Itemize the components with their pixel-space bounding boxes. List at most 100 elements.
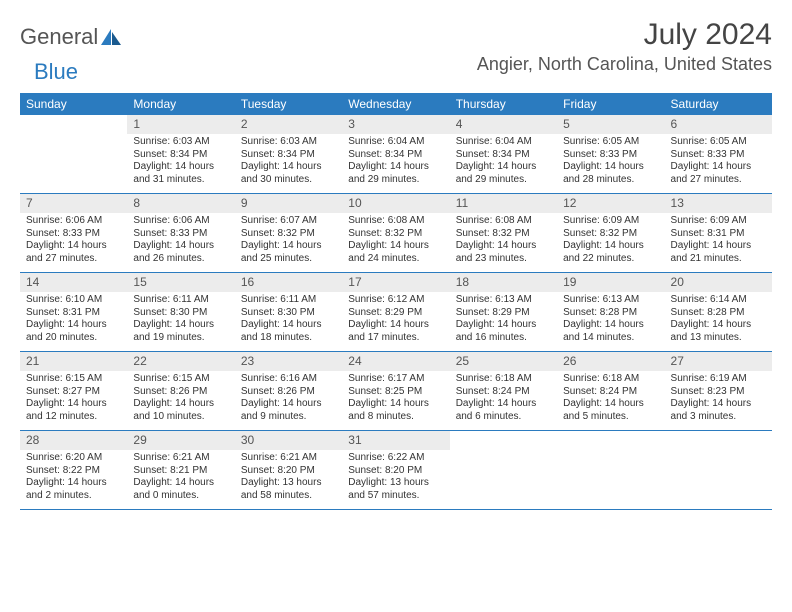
daylight-text: Daylight: 14 hours and 0 minutes. xyxy=(133,477,228,502)
day-number: 18 xyxy=(450,273,557,292)
day-cell: 14Sunrise: 6:10 AMSunset: 8:31 PMDayligh… xyxy=(20,273,127,351)
title-block: July 2024 Angier, North Carolina, United… xyxy=(477,18,772,75)
sunset-text: Sunset: 8:24 PM xyxy=(563,386,658,399)
day-number: 10 xyxy=(342,194,449,213)
weekday-wed: Wednesday xyxy=(342,93,449,115)
day-body: Sunrise: 6:20 AMSunset: 8:22 PMDaylight:… xyxy=(20,450,127,506)
daylight-text: Daylight: 14 hours and 23 minutes. xyxy=(456,240,551,265)
day-cell xyxy=(450,431,557,509)
weekday-mon: Monday xyxy=(127,93,234,115)
sunrise-text: Sunrise: 6:18 AM xyxy=(456,373,551,386)
day-cell: 10Sunrise: 6:08 AMSunset: 8:32 PMDayligh… xyxy=(342,194,449,272)
weeks-container: 1Sunrise: 6:03 AMSunset: 8:34 PMDaylight… xyxy=(20,115,772,510)
day-cell: 24Sunrise: 6:17 AMSunset: 8:25 PMDayligh… xyxy=(342,352,449,430)
day-body: Sunrise: 6:13 AMSunset: 8:29 PMDaylight:… xyxy=(450,292,557,348)
daylight-text: Daylight: 14 hours and 21 minutes. xyxy=(671,240,766,265)
sunrise-text: Sunrise: 6:04 AM xyxy=(348,136,443,149)
daylight-text: Daylight: 14 hours and 9 minutes. xyxy=(241,398,336,423)
daylight-text: Daylight: 14 hours and 24 minutes. xyxy=(348,240,443,265)
day-cell: 11Sunrise: 6:08 AMSunset: 8:32 PMDayligh… xyxy=(450,194,557,272)
day-number: 26 xyxy=(557,352,664,371)
day-number: 2 xyxy=(235,115,342,134)
sunset-text: Sunset: 8:31 PM xyxy=(26,307,121,320)
day-cell: 28Sunrise: 6:20 AMSunset: 8:22 PMDayligh… xyxy=(20,431,127,509)
logo-text-1: General xyxy=(20,24,98,50)
sunset-text: Sunset: 8:27 PM xyxy=(26,386,121,399)
sunrise-text: Sunrise: 6:21 AM xyxy=(133,452,228,465)
week-row: 14Sunrise: 6:10 AMSunset: 8:31 PMDayligh… xyxy=(20,273,772,352)
sunrise-text: Sunrise: 6:09 AM xyxy=(563,215,658,228)
sunrise-text: Sunrise: 6:16 AM xyxy=(241,373,336,386)
sunset-text: Sunset: 8:33 PM xyxy=(671,149,766,162)
day-cell: 18Sunrise: 6:13 AMSunset: 8:29 PMDayligh… xyxy=(450,273,557,351)
sunset-text: Sunset: 8:22 PM xyxy=(26,465,121,478)
daylight-text: Daylight: 14 hours and 14 minutes. xyxy=(563,319,658,344)
day-number: 3 xyxy=(342,115,449,134)
day-number: 22 xyxy=(127,352,234,371)
day-cell xyxy=(557,431,664,509)
daylight-text: Daylight: 14 hours and 25 minutes. xyxy=(241,240,336,265)
day-cell: 25Sunrise: 6:18 AMSunset: 8:24 PMDayligh… xyxy=(450,352,557,430)
day-body: Sunrise: 6:19 AMSunset: 8:23 PMDaylight:… xyxy=(665,371,772,427)
sunset-text: Sunset: 8:20 PM xyxy=(241,465,336,478)
sunrise-text: Sunrise: 6:14 AM xyxy=(671,294,766,307)
location: Angier, North Carolina, United States xyxy=(477,54,772,75)
sunrise-text: Sunrise: 6:20 AM xyxy=(26,452,121,465)
weekday-fri: Friday xyxy=(557,93,664,115)
day-number: 7 xyxy=(20,194,127,213)
day-cell: 7Sunrise: 6:06 AMSunset: 8:33 PMDaylight… xyxy=(20,194,127,272)
week-row: 7Sunrise: 6:06 AMSunset: 8:33 PMDaylight… xyxy=(20,194,772,273)
sunset-text: Sunset: 8:34 PM xyxy=(241,149,336,162)
daylight-text: Daylight: 14 hours and 2 minutes. xyxy=(26,477,121,502)
sunset-text: Sunset: 8:33 PM xyxy=(563,149,658,162)
day-number: 25 xyxy=(450,352,557,371)
daylight-text: Daylight: 14 hours and 30 minutes. xyxy=(241,161,336,186)
day-number xyxy=(557,431,664,449)
day-cell xyxy=(665,431,772,509)
day-number: 5 xyxy=(557,115,664,134)
day-number: 24 xyxy=(342,352,449,371)
daylight-text: Daylight: 14 hours and 27 minutes. xyxy=(26,240,121,265)
day-cell: 13Sunrise: 6:09 AMSunset: 8:31 PMDayligh… xyxy=(665,194,772,272)
day-body: Sunrise: 6:06 AMSunset: 8:33 PMDaylight:… xyxy=(20,213,127,269)
day-cell: 19Sunrise: 6:13 AMSunset: 8:28 PMDayligh… xyxy=(557,273,664,351)
sunrise-text: Sunrise: 6:21 AM xyxy=(241,452,336,465)
day-cell: 6Sunrise: 6:05 AMSunset: 8:33 PMDaylight… xyxy=(665,115,772,193)
day-cell: 30Sunrise: 6:21 AMSunset: 8:20 PMDayligh… xyxy=(235,431,342,509)
sunrise-text: Sunrise: 6:12 AM xyxy=(348,294,443,307)
day-number: 17 xyxy=(342,273,449,292)
sunrise-text: Sunrise: 6:15 AM xyxy=(26,373,121,386)
day-cell: 9Sunrise: 6:07 AMSunset: 8:32 PMDaylight… xyxy=(235,194,342,272)
daylight-text: Daylight: 14 hours and 13 minutes. xyxy=(671,319,766,344)
sunrise-text: Sunrise: 6:11 AM xyxy=(241,294,336,307)
daylight-text: Daylight: 13 hours and 57 minutes. xyxy=(348,477,443,502)
sunset-text: Sunset: 8:29 PM xyxy=(456,307,551,320)
daylight-text: Daylight: 14 hours and 27 minutes. xyxy=(671,161,766,186)
day-body: Sunrise: 6:13 AMSunset: 8:28 PMDaylight:… xyxy=(557,292,664,348)
calendar: Sunday Monday Tuesday Wednesday Thursday… xyxy=(20,93,772,510)
day-body: Sunrise: 6:06 AMSunset: 8:33 PMDaylight:… xyxy=(127,213,234,269)
day-body: Sunrise: 6:21 AMSunset: 8:20 PMDaylight:… xyxy=(235,450,342,506)
day-body: Sunrise: 6:14 AMSunset: 8:28 PMDaylight:… xyxy=(665,292,772,348)
day-body: Sunrise: 6:21 AMSunset: 8:21 PMDaylight:… xyxy=(127,450,234,506)
sunrise-text: Sunrise: 6:19 AM xyxy=(671,373,766,386)
day-cell: 21Sunrise: 6:15 AMSunset: 8:27 PMDayligh… xyxy=(20,352,127,430)
sunset-text: Sunset: 8:25 PM xyxy=(348,386,443,399)
weekday-header: Sunday Monday Tuesday Wednesday Thursday… xyxy=(20,93,772,115)
sunrise-text: Sunrise: 6:10 AM xyxy=(26,294,121,307)
sunrise-text: Sunrise: 6:13 AM xyxy=(563,294,658,307)
sunset-text: Sunset: 8:30 PM xyxy=(241,307,336,320)
day-cell: 29Sunrise: 6:21 AMSunset: 8:21 PMDayligh… xyxy=(127,431,234,509)
day-number: 8 xyxy=(127,194,234,213)
day-number: 19 xyxy=(557,273,664,292)
sunrise-text: Sunrise: 6:06 AM xyxy=(26,215,121,228)
sunset-text: Sunset: 8:26 PM xyxy=(133,386,228,399)
sunrise-text: Sunrise: 6:17 AM xyxy=(348,373,443,386)
day-cell: 23Sunrise: 6:16 AMSunset: 8:26 PMDayligh… xyxy=(235,352,342,430)
sunset-text: Sunset: 8:34 PM xyxy=(348,149,443,162)
sunset-text: Sunset: 8:32 PM xyxy=(456,228,551,241)
day-number xyxy=(665,431,772,449)
day-body: Sunrise: 6:18 AMSunset: 8:24 PMDaylight:… xyxy=(450,371,557,427)
day-cell: 2Sunrise: 6:03 AMSunset: 8:34 PMDaylight… xyxy=(235,115,342,193)
week-row: 1Sunrise: 6:03 AMSunset: 8:34 PMDaylight… xyxy=(20,115,772,194)
